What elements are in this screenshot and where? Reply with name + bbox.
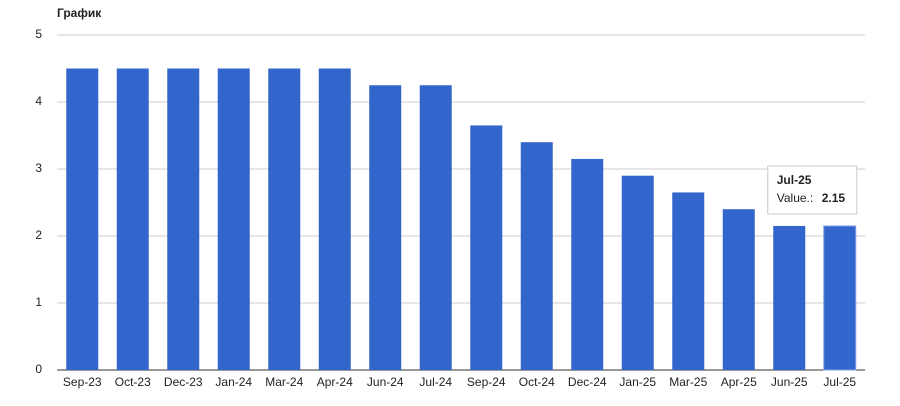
x-tick-label: Sep-23 [63, 375, 102, 389]
bar[interactable] [167, 68, 200, 371]
bar[interactable] [470, 125, 503, 370]
x-tick-label: Oct-24 [519, 375, 555, 389]
y-tick-label: 0 [35, 362, 42, 376]
x-tick-label: Jun-25 [771, 375, 808, 389]
tooltip-box [767, 165, 858, 215]
x-tick-label: Apr-24 [317, 375, 353, 389]
x-tick-label: Jun-24 [367, 375, 404, 389]
y-tick-label: 3 [35, 161, 42, 175]
x-tick-label: Oct-23 [115, 375, 151, 389]
x-tick-label: Jan-24 [215, 375, 252, 389]
chart-title: График [57, 6, 102, 20]
bar[interactable] [823, 225, 857, 371]
y-tick-label: 5 [35, 27, 42, 41]
bar[interactable] [520, 142, 553, 370]
bar[interactable] [268, 68, 301, 371]
bar[interactable] [419, 85, 452, 370]
x-tick-label: Mar-24 [265, 375, 303, 389]
x-tick-label: Dec-24 [568, 375, 607, 389]
bar[interactable] [672, 192, 705, 370]
tooltip-label: Value.: [777, 191, 813, 205]
x-tick-label: Dec-23 [164, 375, 203, 389]
x-tick-label: Jan-25 [619, 375, 656, 389]
bar[interactable] [621, 175, 654, 370]
bar[interactable] [773, 225, 806, 370]
y-tick-label: 2 [35, 228, 42, 242]
tooltip-value: 2.15 [822, 191, 846, 205]
bar[interactable] [722, 209, 755, 370]
x-tick-label: Sep-24 [467, 375, 506, 389]
bar[interactable] [116, 68, 149, 371]
bar[interactable] [369, 85, 402, 370]
x-tick-label: Jul-25 [823, 375, 856, 389]
bar[interactable] [571, 158, 604, 370]
tooltip-title: Jul-25 [777, 173, 812, 187]
tooltip: Jul-25 Value.: 2.15 [767, 165, 858, 215]
bar[interactable] [66, 68, 99, 371]
y-tick-label: 1 [35, 295, 42, 309]
bar[interactable] [318, 68, 351, 371]
x-tick-label: Jul-24 [419, 375, 452, 389]
bar[interactable] [217, 68, 250, 371]
x-tick-label: Apr-25 [721, 375, 757, 389]
x-tick-label: Mar-25 [669, 375, 707, 389]
y-tick-label: 4 [35, 94, 42, 108]
